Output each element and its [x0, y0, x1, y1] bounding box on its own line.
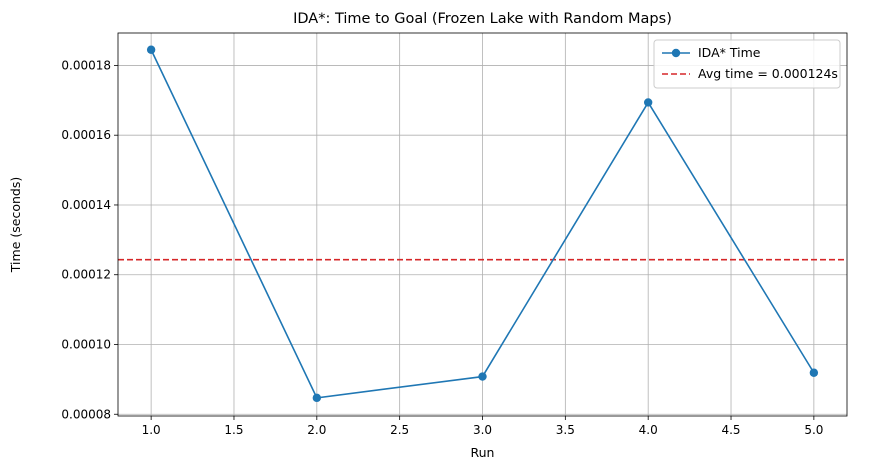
data-point: [809, 368, 819, 377]
y-tick-label: 0.00016: [61, 128, 111, 142]
x-tick-label: 4.5: [721, 423, 740, 437]
legend-box: [653, 39, 841, 89]
x-tick-label: 3.5: [556, 423, 575, 437]
y-tick-label: 0.00008: [61, 407, 111, 421]
x-tick-label: 2.0: [307, 423, 326, 437]
x-tick-label: 1.5: [224, 423, 243, 437]
legend: IDA* Time Avg time = 0.000124s: [653, 39, 841, 89]
y-tick-label: 0.00018: [61, 58, 111, 72]
x-axis-ticks: 1.0 1.5 2.0 2.5 3.0 3.5 4.0 4.5 5.0: [142, 416, 823, 437]
legend-series-marker: [671, 48, 681, 58]
y-axis-ticks: 0.00008 0.00010 0.00012 0.00014 0.00016 0.000…: [61, 58, 118, 421]
chart-title: IDA*: Time to Goal (Frozen Lake with Ran…: [293, 11, 672, 27]
x-tick-label: 5.0: [804, 423, 823, 437]
x-tick-label: 2.5: [390, 423, 409, 437]
data-point: [146, 45, 156, 54]
data-point: [312, 393, 322, 403]
x-tick-label: 3.0: [473, 423, 492, 437]
x-tick-label: 4.0: [639, 423, 658, 437]
grid: [118, 33, 847, 416]
y-axis-label: Time (seconds): [8, 177, 23, 273]
data-point: [643, 98, 653, 107]
y-tick-label: 0.00010: [61, 337, 111, 351]
series-layer: [146, 45, 819, 403]
x-axis-label: Run: [471, 445, 495, 460]
x-tick-label: 1.0: [142, 423, 161, 437]
legend-series-label: IDA* Time: [698, 45, 761, 60]
legend-average-label: Avg time = 0.000124s: [698, 66, 838, 81]
data-point: [478, 372, 487, 381]
y-tick-label: 0.00012: [61, 268, 111, 282]
y-tick-label: 0.00014: [61, 198, 111, 212]
